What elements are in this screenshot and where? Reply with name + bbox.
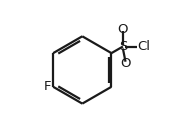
Text: Cl: Cl xyxy=(137,40,150,53)
Text: F: F xyxy=(44,80,52,93)
Text: S: S xyxy=(119,40,127,53)
Text: O: O xyxy=(118,23,128,36)
Text: O: O xyxy=(120,57,131,70)
